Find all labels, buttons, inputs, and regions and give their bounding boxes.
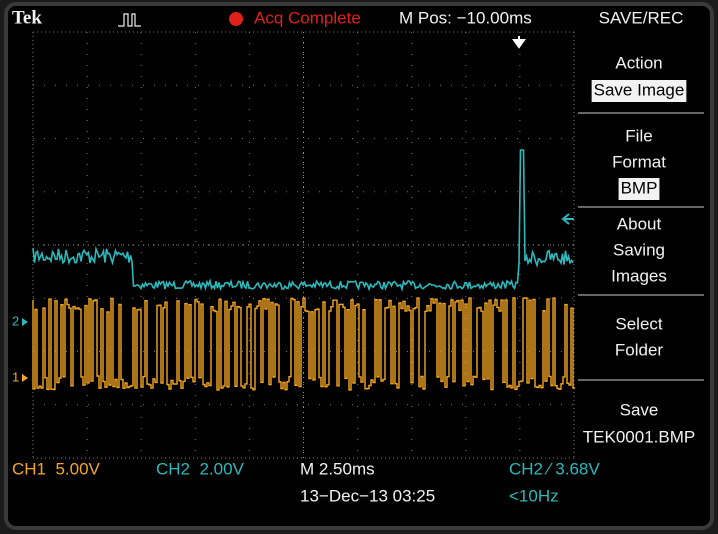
position: M Pos: −10.00ms	[399, 8, 532, 27]
run-indicator	[229, 12, 243, 26]
trigger-level	[561, 213, 574, 225]
ch1-marker: 1	[12, 369, 19, 384]
trigger-setting: CH2 ∕ 3.68V	[509, 459, 600, 478]
trigger-icon	[118, 13, 141, 27]
selection-box	[618, 178, 660, 200]
menu-label: Select	[615, 314, 663, 333]
ch2-arrow	[22, 318, 28, 326]
menu-label: Images	[611, 266, 667, 285]
ch1-arrow	[22, 374, 28, 382]
selection-box	[591, 80, 687, 102]
ch1-trace	[32, 297, 575, 391]
menu-selection: BMP	[621, 178, 658, 197]
ch1-scale: CH1 5.00V	[12, 459, 101, 478]
menu-label: File	[625, 126, 652, 145]
menu-label: Action	[615, 53, 662, 72]
ch2-scale: CH2 2.00V	[156, 459, 245, 478]
frequency: <10Hz	[509, 486, 559, 505]
menu-title: SAVE/REC	[599, 8, 684, 27]
menu-label: Saving	[613, 240, 665, 259]
date: 13−Dec−13 03:25	[300, 486, 435, 505]
timebase: M 2.50ms	[300, 459, 375, 478]
brand: Tek	[12, 7, 42, 28]
ch2-trace	[32, 149, 574, 292]
menu-label: Save	[620, 400, 659, 419]
menu-selection: Save Image	[594, 80, 685, 99]
menu-label: About	[617, 214, 662, 233]
side-menu: Action Save Image File Format BMP About Saving…	[578, 53, 704, 446]
acq-status: Acq Complete	[254, 8, 361, 27]
menu-label: Format	[612, 152, 666, 171]
screen-frame	[4, 2, 714, 530]
graticule	[32, 31, 575, 459]
menu-label: TEK0001.BMP	[583, 427, 695, 446]
ch2-marker: 2	[12, 313, 19, 328]
menu-label: Folder	[615, 340, 664, 359]
trigger-position	[512, 36, 526, 49]
